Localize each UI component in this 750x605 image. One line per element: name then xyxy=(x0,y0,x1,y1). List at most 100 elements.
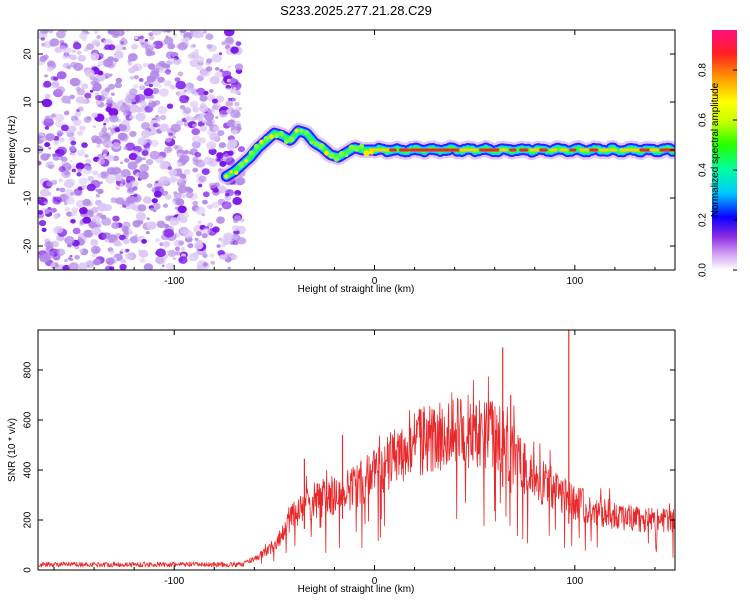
spectrogram-noise-cell xyxy=(148,32,154,37)
spectrogram-noise-cell xyxy=(230,109,241,119)
spectrogram-noise-cell xyxy=(148,83,153,88)
spectrogram-noise-cell xyxy=(224,193,230,197)
spectrogram-noise-cell xyxy=(113,240,122,247)
spectrogram-noise-cell xyxy=(126,187,135,195)
spectrogram-noise-cell xyxy=(226,109,232,114)
spectrogram-noise-cell xyxy=(114,82,122,89)
spectrogram-noise-cell xyxy=(81,184,87,189)
spectrogram-noise-cell xyxy=(98,232,107,240)
colorbar-ticks: 0.0 0.2 0.4 0.6 0.8 xyxy=(698,63,737,277)
spectrogram-noise-cell xyxy=(167,43,176,50)
spectrogram-trace-blob xyxy=(294,128,299,133)
spectrogram-noise-cell xyxy=(149,51,156,56)
spectrogram-noise-cell xyxy=(109,250,115,255)
spectrogram-noise-cell xyxy=(102,149,109,155)
spectrogram-trace-blob xyxy=(288,136,295,143)
spectrogram-noise-cell xyxy=(232,87,237,91)
spectrogram-noise-cell xyxy=(40,37,45,41)
spectrogram-noise-cell xyxy=(111,92,115,96)
spectrogram-noise-cell xyxy=(64,236,75,245)
spectrogram-noise-cell xyxy=(197,220,202,225)
spectrogram-trace-blob xyxy=(348,144,355,151)
spectrogram-noise-cell xyxy=(48,30,54,34)
spectrogram-noise-cell xyxy=(211,201,220,209)
spectrogram-noise-cell xyxy=(160,114,167,121)
colorbar-tick-label: 0.6 xyxy=(698,113,709,127)
snr-y-tick-label: 200 xyxy=(23,511,34,528)
spectrogram-noise-cell xyxy=(115,186,120,191)
spectrogram-noise-cell xyxy=(195,231,202,237)
spectrogram-noise-cell xyxy=(146,183,153,189)
spectrogram-noise-cell xyxy=(64,188,75,198)
spectrogram-noise-cell xyxy=(172,33,178,38)
spectrogram-noise-cell xyxy=(103,117,110,123)
spectrogram-noise-cell xyxy=(232,240,238,246)
spectrogram-noise-cell xyxy=(113,61,117,65)
spectrogram-noise-cell xyxy=(97,158,105,165)
spectrogram-noise-cell xyxy=(78,177,88,186)
spectrogram-noise-cell xyxy=(90,80,97,86)
spectrogram-noise-cell xyxy=(228,97,232,101)
spectrogram-noise-cell xyxy=(164,136,172,143)
spectrogram-noise-cell xyxy=(146,221,157,230)
spectrogram-noise-cell xyxy=(94,138,103,144)
spectrogram-noise-cell xyxy=(216,216,225,224)
spectrogram-noise-cell xyxy=(77,149,86,157)
spectrogram-noise-cell xyxy=(95,95,102,101)
spectrogram-noise-cell xyxy=(40,153,50,161)
spectrogram-trace-blob xyxy=(353,145,360,152)
spectrogram-noise-cell xyxy=(75,117,79,121)
spectrogram-noise-cell xyxy=(174,246,180,251)
spectrogram-trace xyxy=(218,122,675,185)
spectrogram-noise-cell xyxy=(48,147,52,150)
spectrogram-trace-blob xyxy=(344,153,349,157)
spectrogram-noise-cell xyxy=(55,120,63,128)
spectrogram-noise-cell xyxy=(61,170,71,179)
spectrogram-noise-cell xyxy=(79,125,86,131)
spectrogram-noise-cell xyxy=(202,227,211,235)
spectrogram-noise-cell xyxy=(84,154,89,158)
spectrogram-noise-cell xyxy=(149,35,155,41)
spectrogram-noise-cell xyxy=(104,103,108,107)
spectrogram-noise-cell xyxy=(68,262,79,270)
snr-series-line xyxy=(38,376,675,568)
spectrogram-noise-cell xyxy=(61,161,66,165)
spectrogram-noise-cell xyxy=(221,243,226,248)
spectrogram-noise-cell xyxy=(60,124,69,132)
spectrogram-noise-cell xyxy=(141,130,151,138)
spectrogram-noise-cell xyxy=(163,80,172,87)
spectrogram-noise-cell xyxy=(69,54,77,61)
spectrogram-noise-cell xyxy=(164,194,172,200)
spectrogram-noise-cell xyxy=(206,141,217,150)
spectrogram-noise-cell xyxy=(96,144,101,148)
spectrogram-noise-cell xyxy=(232,197,242,205)
spectrogram-noise-cell xyxy=(207,222,214,228)
spectrogram-noise-cell xyxy=(206,58,213,64)
spectrogram-noise-cell xyxy=(216,244,221,248)
spectrogram-noise-cell xyxy=(218,52,222,55)
spectrogram-noise-cell xyxy=(203,90,209,96)
spectrogram-y-tick-label: -20 xyxy=(23,238,34,253)
spectrogram-noise-cell xyxy=(163,63,171,69)
spectrogram-noise-cell xyxy=(139,163,149,172)
spectrogram-noise-cell xyxy=(64,258,68,263)
spectrogram-noise-cell xyxy=(198,175,207,183)
spectrogram-noise-cell xyxy=(84,92,92,99)
spectrogram-noise-cell xyxy=(143,88,154,97)
spectrogram-noise-cell xyxy=(131,43,139,50)
spectrogram-noise-cell xyxy=(81,142,88,148)
spectrogram-noise-cell xyxy=(197,183,203,188)
spectrogram-noise-cell xyxy=(39,55,48,62)
spectrogram-noise-cell xyxy=(106,98,113,104)
spectrogram-noise-cell xyxy=(70,219,76,224)
spectrogram-noise-cell xyxy=(138,171,149,180)
spectrogram-noise-cell xyxy=(154,238,160,243)
snr-spike-lines xyxy=(303,330,570,529)
snr-y-tick-label: 0 xyxy=(23,567,34,573)
spectrogram-noise-cell xyxy=(224,195,231,201)
spectrogram-noise-cell xyxy=(118,133,129,142)
spectrogram-noise-cell xyxy=(55,187,60,191)
spectrogram-noise-cell xyxy=(218,146,222,150)
spectrogram-noise-cell xyxy=(236,123,242,128)
spectrogram-noise-cell xyxy=(177,71,184,77)
